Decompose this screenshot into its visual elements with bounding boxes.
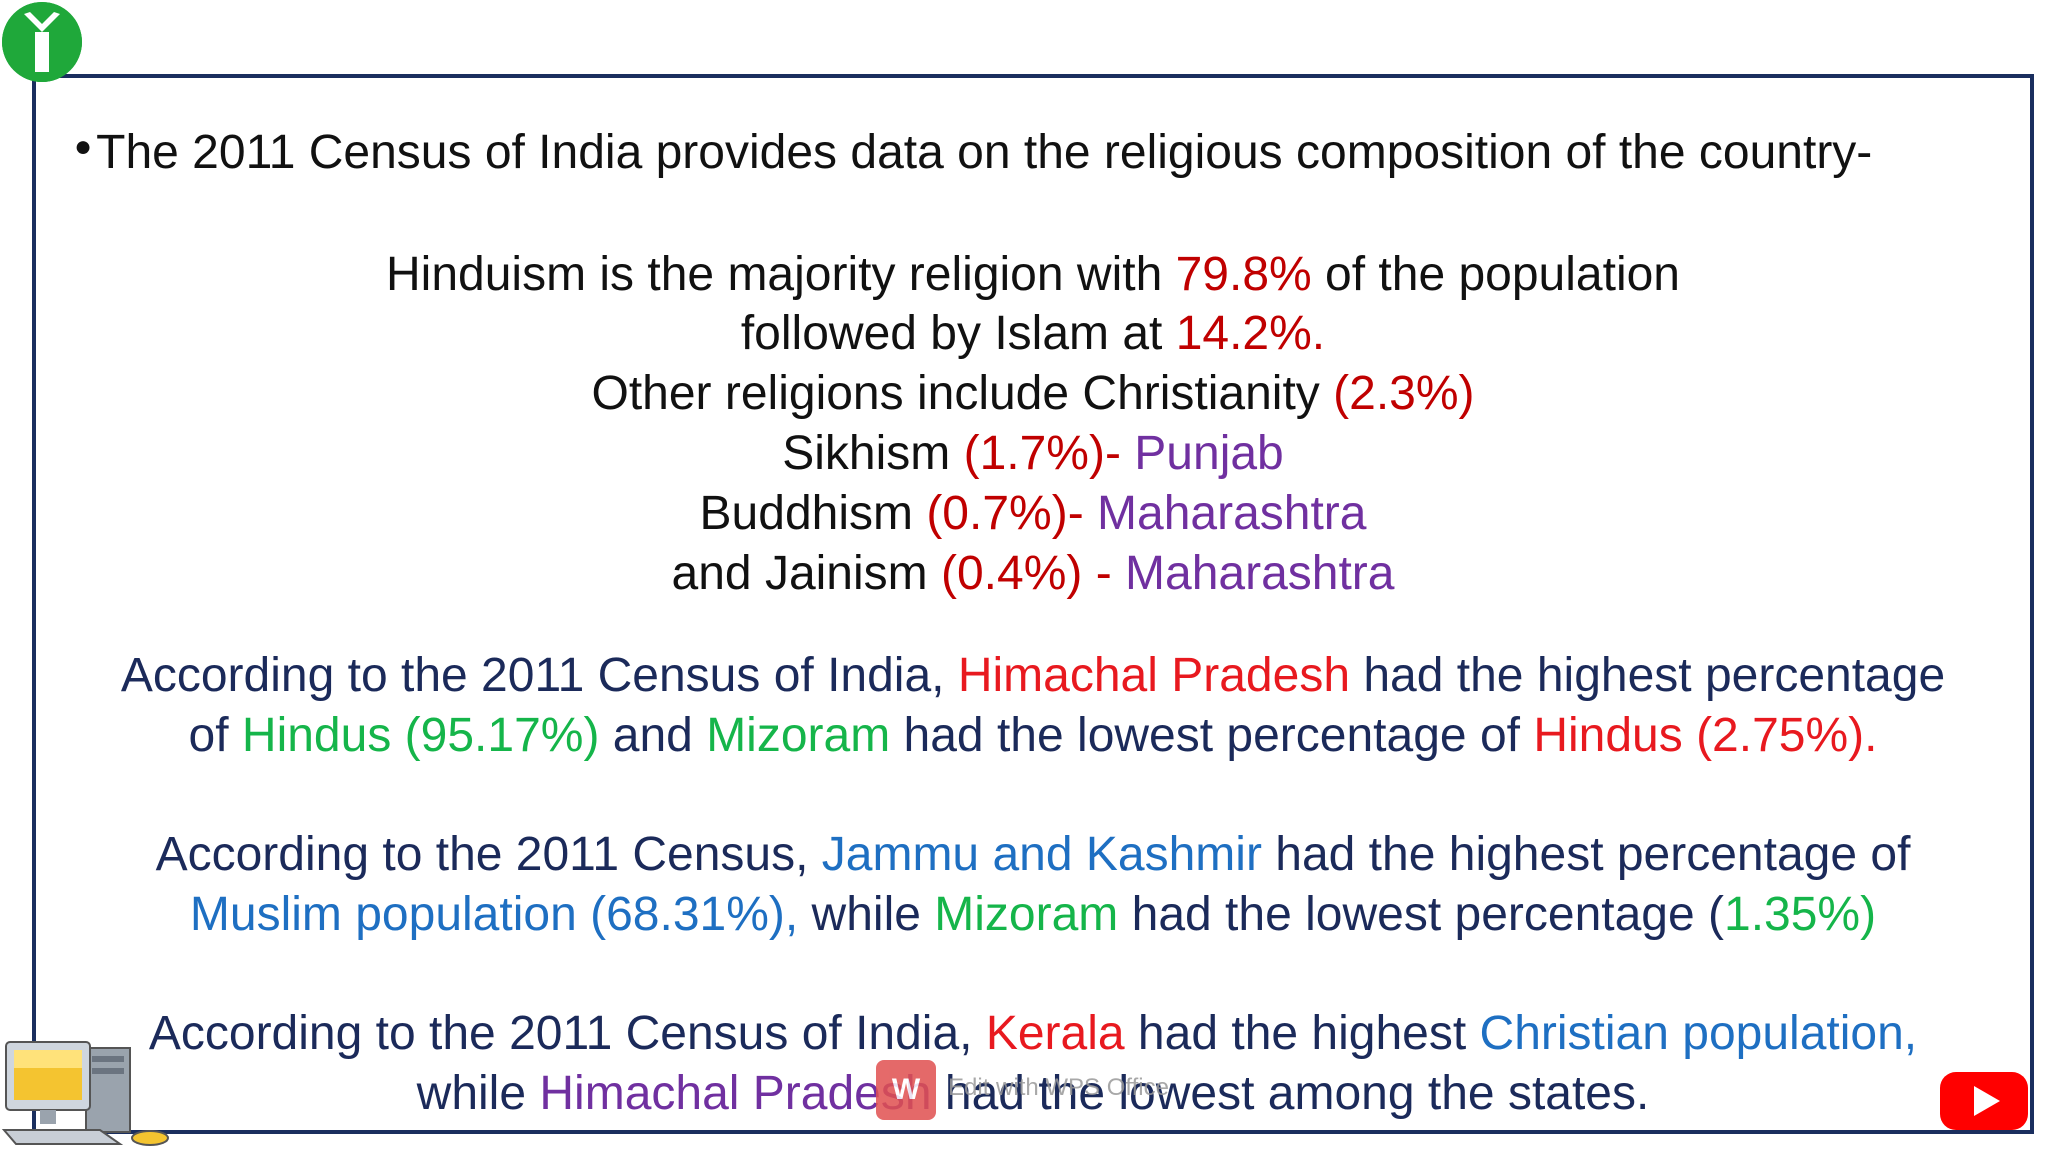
buddhism-line: Buddhism (0.7%)- Maharashtra (699, 487, 1367, 540)
hindu-states-line-2: of Hindus (95.17%) and Mizoram had the l… (188, 709, 1878, 762)
slide-frame (32, 74, 2034, 1134)
christian-states-line-1: According to the 2011 Census of India, K… (148, 1007, 1918, 1060)
intro-line: ●The 2011 Census of India provides data … (74, 126, 1873, 179)
logo-icon (2, 2, 82, 82)
islam-line: followed by Islam at 14.2%. (740, 307, 1326, 360)
sikhism-line: Sikhism (1.7%)- Punjab (782, 427, 1284, 480)
bullet: ● (74, 130, 93, 163)
christianity-line: Other religions include Christianity (2.… (591, 367, 1475, 420)
computer-icon (0, 1030, 180, 1153)
christian-states-line-2: while Himachal Pradesh had the lowest am… (416, 1067, 1650, 1120)
wps-icon: W (876, 1060, 936, 1120)
hindu-states-line-1: According to the 2011 Census of India, H… (120, 649, 1946, 702)
jainism-line: and Jainism (0.4%) - Maharashtra (671, 547, 1395, 600)
hinduism-line: Hinduism is the majority religion with 7… (385, 248, 1680, 301)
youtube-icon[interactable] (1938, 1068, 2030, 1134)
wps-watermark-text: Edit with WPS Office (948, 1074, 1169, 1101)
muslim-states-line-2: Muslim population (68.31%), while Mizora… (189, 888, 1877, 941)
muslim-states-line-1: According to the 2011 Census, Jammu and … (155, 828, 1911, 881)
